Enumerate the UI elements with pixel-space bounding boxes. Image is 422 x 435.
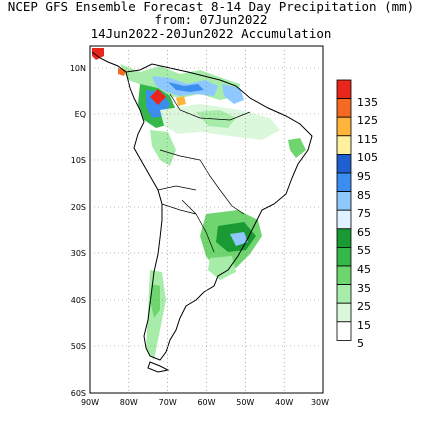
precip-ne-brazil (288, 138, 306, 158)
lon-label: 60W (197, 398, 215, 407)
precip-south-brazil-blue (230, 232, 248, 246)
legend-value-label: 55 (357, 244, 371, 258)
legend-swatch (336, 302, 352, 323)
lat-label: 50S (71, 342, 86, 351)
lat-label: 10N (70, 64, 86, 73)
legend-value-label: 85 (357, 188, 371, 202)
legend-value-label: 35 (357, 281, 371, 295)
precip-colombia-max (150, 89, 166, 105)
legend-value-label: 135 (357, 95, 378, 109)
legend-value-label: 95 (357, 170, 371, 183)
lat-label: 20S (71, 203, 86, 212)
legend-value-label: 25 (357, 300, 371, 314)
legend-swatch (336, 98, 352, 118)
graticule (90, 46, 323, 393)
lat-label: EQ (75, 110, 86, 119)
legend-swatch (336, 246, 352, 267)
central-america-outline (91, 51, 127, 73)
legend-value-label: 75 (357, 207, 371, 221)
south-america-outline (125, 63, 313, 361)
legend-swatch (336, 153, 352, 174)
precip-chile-core (150, 284, 160, 318)
legend-value-label: 125 (357, 114, 378, 128)
legend-swatch (336, 191, 352, 211)
lon-label: 90W (81, 398, 99, 407)
legend-swatch (336, 321, 352, 341)
legend-swatch (336, 228, 352, 248)
lon-label: 50W (236, 398, 254, 407)
lon-label: 80W (120, 398, 138, 407)
legend-value-label: 115 (357, 132, 378, 146)
precip-uruguay (208, 256, 236, 280)
precip-venezuela-orange (176, 96, 186, 106)
legend-value-label: 105 (357, 151, 378, 165)
legend-swatch (336, 172, 352, 193)
legend-value-label: 5 (357, 337, 364, 351)
legend-swatch (336, 135, 352, 155)
legend-value-label: 15 (357, 318, 371, 332)
lat-label: 40S (71, 296, 86, 305)
latitude-labels: 10N EQ 10S 20S 30S 40S 50S 60S (70, 64, 86, 398)
lon-label: 70W (159, 398, 177, 407)
precip-north-darkblue (168, 82, 204, 92)
legend-swatch (336, 209, 352, 230)
accumulation-period: 14Jun2022-20Jun2022 Accumulation (90, 26, 332, 41)
lat-label: 30S (71, 249, 86, 258)
precip-panama-red (92, 48, 104, 60)
country-borders (157, 93, 251, 253)
lat-label: 10S (71, 156, 86, 165)
precipitation-fields (92, 48, 306, 360)
longitude-labels: 90W 80W 70W 60W 50W 40W 30W (81, 398, 329, 407)
lat-label: 60S (71, 389, 86, 398)
forecast-issue-date: from: 07Jun2022 (154, 12, 268, 27)
legend-swatch (336, 116, 352, 137)
tierra-del-fuego (147, 361, 170, 373)
chart-title: NCEP GFS Ensemble Forecast 8-14 Day Prec… (7, 0, 415, 14)
legend-colorbar (336, 79, 352, 341)
legend-swatch (336, 79, 352, 100)
lon-label: 40W (275, 398, 293, 407)
legend-swatch (336, 265, 352, 286)
coastlines (91, 51, 313, 373)
legend-value-label: 45 (357, 263, 371, 276)
legend-value-label: 65 (357, 225, 371, 239)
precip-guiana (222, 84, 244, 104)
lon-label: 30W (311, 398, 329, 407)
legend-swatch (336, 284, 352, 304)
precip-peru (150, 130, 176, 166)
